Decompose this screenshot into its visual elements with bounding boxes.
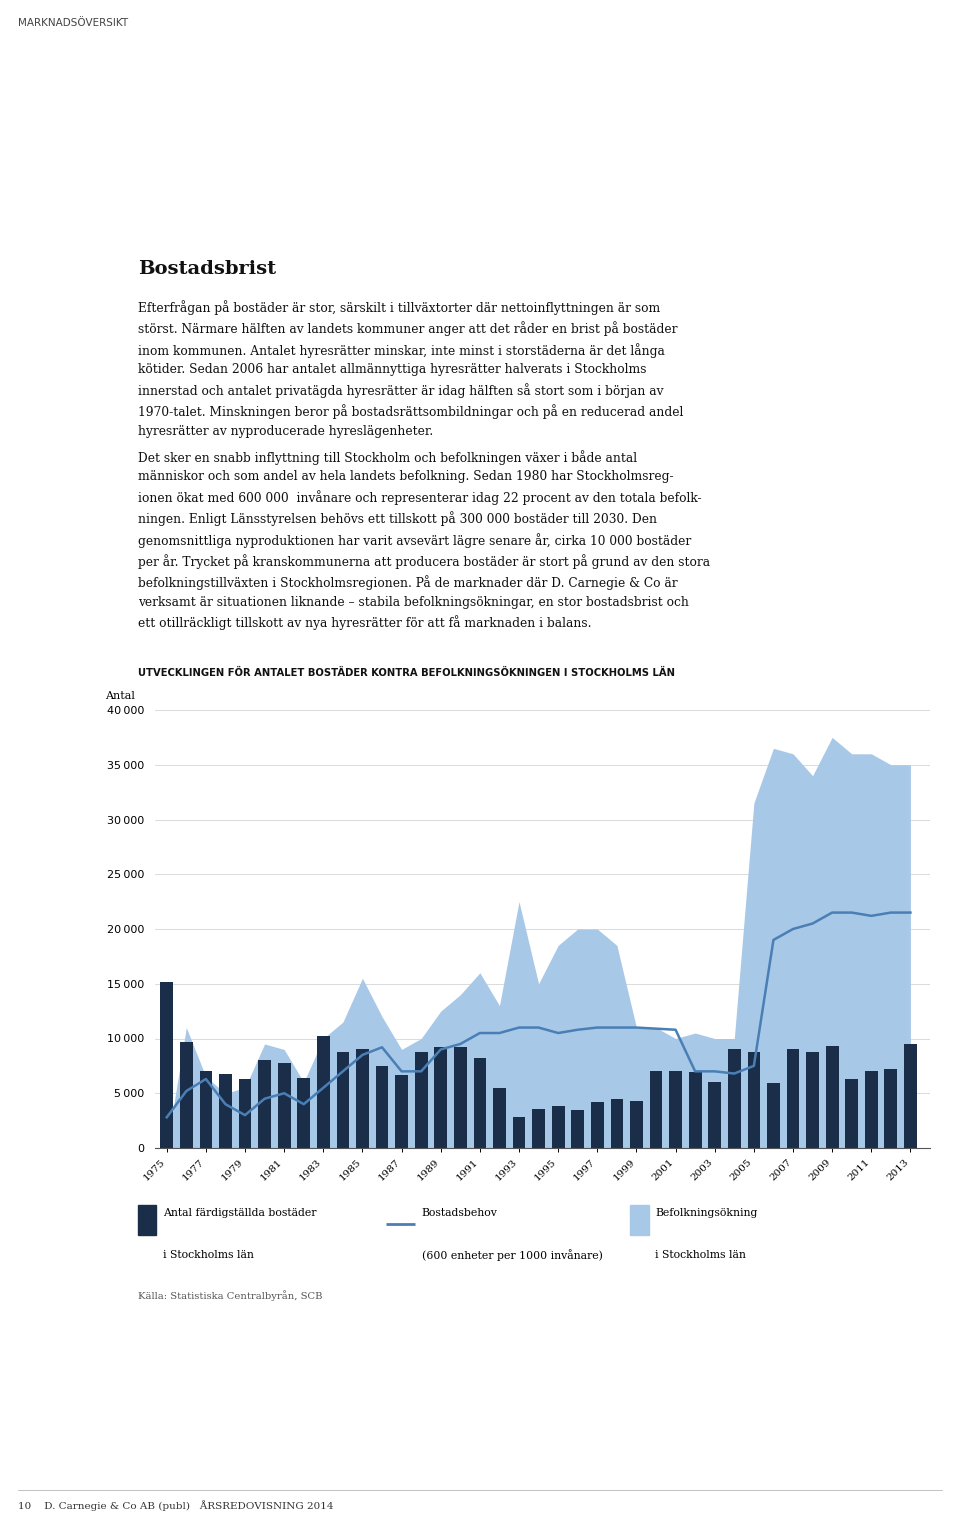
Bar [571, 1109, 584, 1148]
Text: UTVECKLINGEN FÖR ANTALET BOSTÄDER KONTRA BEFOLKNINGSÖKNINGEN I STOCKHOLMS LÄN: UTVECKLINGEN FÖR ANTALET BOSTÄDER KONTRA… [138, 668, 675, 678]
Bar [767, 1084, 780, 1148]
Text: (600 enheter per 1000 invånare): (600 enheter per 1000 invånare) [421, 1250, 603, 1262]
Bar [688, 1073, 702, 1148]
Text: Antal: Antal [105, 692, 134, 701]
Bar [904, 1044, 917, 1148]
Bar [317, 1036, 329, 1148]
Text: i Stockholms län: i Stockholms län [163, 1250, 253, 1260]
Bar [630, 1100, 643, 1148]
Bar [415, 1052, 427, 1148]
Bar [513, 1117, 525, 1148]
Bar [748, 1052, 760, 1148]
Bar [532, 1108, 545, 1148]
Bar [277, 1062, 291, 1148]
Bar [865, 1071, 877, 1148]
Bar [239, 1079, 252, 1148]
Bar [650, 1071, 662, 1148]
Bar [473, 1058, 486, 1148]
Bar [200, 1071, 212, 1148]
Bar [298, 1077, 310, 1148]
Bar [138, 1205, 156, 1236]
Bar [219, 1073, 231, 1148]
Bar [591, 1102, 604, 1148]
Bar [786, 1050, 800, 1148]
Bar [846, 1079, 858, 1148]
Text: Efterfrågan på bostäder är stor, särskilt i tillväxtorter där nettoinflyttningen: Efterfrågan på bostäder är stor, särskil… [138, 300, 684, 437]
Bar [493, 1088, 506, 1148]
Bar [728, 1050, 741, 1148]
Bar [669, 1071, 682, 1148]
Bar [884, 1070, 898, 1148]
Text: Bostadsbehov: Bostadsbehov [421, 1209, 497, 1219]
Text: 10    D. Carnegie & Co AB (publ)   ÅRSREDOVISNING 2014: 10 D. Carnegie & Co AB (publ) ÅRSREDOVIS… [18, 1500, 333, 1510]
Bar [337, 1052, 349, 1148]
Bar [826, 1045, 838, 1148]
Bar [375, 1065, 389, 1148]
Bar [611, 1099, 623, 1148]
Bar [258, 1061, 271, 1148]
Bar [806, 1052, 819, 1148]
Bar [396, 1074, 408, 1148]
Text: Antal färdigställda bostäder: Antal färdigställda bostäder [163, 1209, 316, 1219]
Text: Källa: Statistiska Centralbyrån, SCB: Källa: Statistiska Centralbyrån, SCB [138, 1289, 323, 1301]
Text: Det sker en snabb inflyttning till Stockholm och befolkningen växer i både antal: Det sker en snabb inflyttning till Stock… [138, 450, 710, 631]
Bar [180, 1042, 193, 1148]
Bar [708, 1082, 721, 1148]
Bar [160, 981, 173, 1148]
Bar [454, 1047, 467, 1148]
Text: i Stockholms län: i Stockholms län [655, 1250, 746, 1260]
Bar [552, 1106, 564, 1148]
Bar [631, 1205, 649, 1236]
Text: Befolkningsökning: Befolkningsökning [655, 1209, 757, 1219]
Bar [356, 1050, 369, 1148]
Text: Bostadsbrist: Bostadsbrist [138, 261, 276, 277]
Text: MARKNADSÖVERSIKT: MARKNADSÖVERSIKT [18, 18, 128, 27]
Bar [434, 1047, 447, 1148]
